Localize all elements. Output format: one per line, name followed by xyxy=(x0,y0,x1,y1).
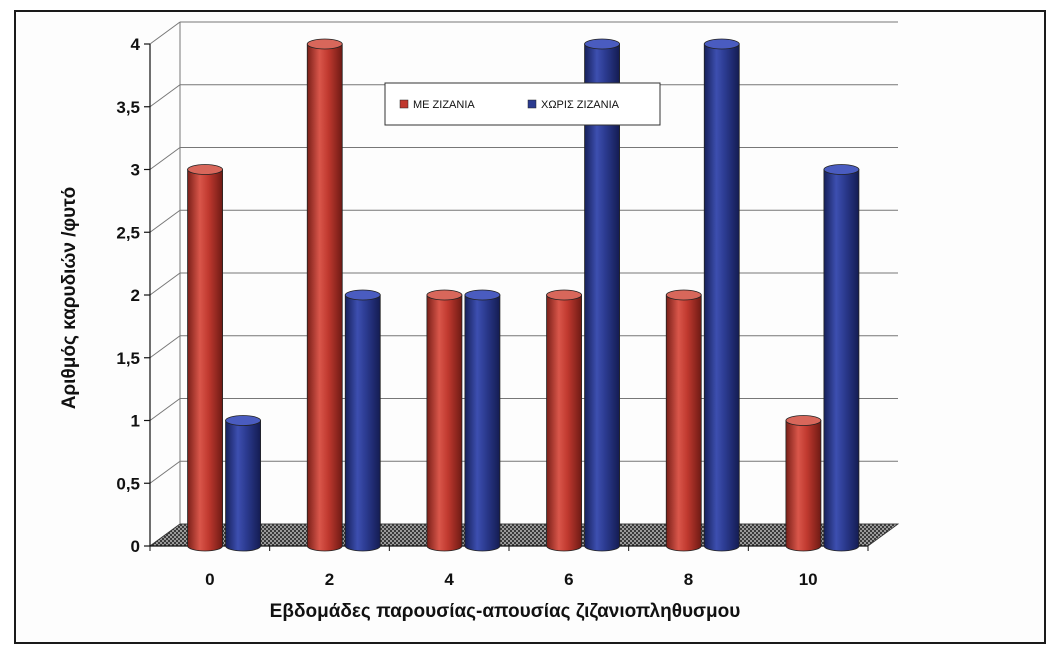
bar-top xyxy=(344,289,381,301)
bar-body xyxy=(546,294,582,552)
y-tick-label: 0,5 xyxy=(116,474,140,493)
bar-body xyxy=(344,294,381,552)
bar-with-weeds-8 xyxy=(665,289,702,552)
bar-body xyxy=(703,43,740,552)
x-tick-label: 2 xyxy=(325,570,334,589)
y-tick-label: 0 xyxy=(131,537,140,556)
bar-top xyxy=(464,289,501,301)
y-tick-label: 2 xyxy=(131,286,140,305)
y-tick-label: 3,5 xyxy=(116,98,140,117)
gridline-connector xyxy=(149,398,181,421)
bar-without-weeds-4 xyxy=(464,289,501,552)
legend-box xyxy=(384,82,661,126)
x-tick-label: 4 xyxy=(444,570,454,589)
bar-without-weeds-6 xyxy=(584,38,620,552)
bar-body xyxy=(426,294,463,552)
bar-body xyxy=(665,294,702,552)
bar-with-weeds-10 xyxy=(785,415,822,552)
bar-body xyxy=(785,420,822,552)
gridline-connector xyxy=(149,335,181,359)
bar-with-weeds-0 xyxy=(187,164,223,552)
bar-top xyxy=(785,415,822,426)
x-tick-label: 8 xyxy=(684,570,693,589)
bar-top xyxy=(546,289,582,301)
legend-label-with-weeds: ΜΕ ΖΙΖΑΝΙΑ xyxy=(413,99,475,111)
bar-top xyxy=(187,164,223,175)
x-tick-label: 0 xyxy=(205,570,214,589)
bar-top xyxy=(584,38,620,50)
bar-without-weeds-10 xyxy=(823,164,860,552)
legend-label-without-weeds: ΧΩΡΙΣ ΖΙΖΑΝΙΑ xyxy=(541,99,620,111)
y-tick-label: 1,5 xyxy=(116,349,140,368)
bar-body xyxy=(464,294,501,552)
gridline-connector xyxy=(149,84,181,108)
y-tick-label: 2,5 xyxy=(116,223,140,242)
gridline-connector xyxy=(149,147,181,170)
legend-swatch-without-weeds xyxy=(527,99,537,109)
bar-with-weeds-6 xyxy=(546,289,582,552)
bar-with-weeds-4 xyxy=(426,289,463,552)
bar-top xyxy=(306,38,343,50)
legend-swatch-with-weeds xyxy=(399,99,409,109)
y-tick-label: 4 xyxy=(131,35,141,54)
x-axis-title: Εβδομάδες παρουσίας-απουσίας ζιζανιοπληθ… xyxy=(270,601,741,622)
bar-without-weeds-8 xyxy=(703,38,740,552)
y-axis-title: Αριθμός καρυδιών /φυτό xyxy=(59,187,80,410)
bar-body xyxy=(584,43,620,552)
gridline-connector xyxy=(149,21,181,45)
x-tick-label: 6 xyxy=(564,570,573,589)
bar-body xyxy=(823,169,860,552)
bar-body xyxy=(306,43,343,552)
bar-top xyxy=(665,289,702,301)
bar-top xyxy=(703,38,740,50)
bar-top xyxy=(225,415,261,426)
bar-without-weeds-0 xyxy=(225,415,261,552)
y-tick-label: 1 xyxy=(131,412,140,431)
bar-body xyxy=(187,169,223,552)
y-tick-label: 3 xyxy=(131,161,140,180)
bar-top xyxy=(823,164,860,175)
bar-top xyxy=(426,289,463,301)
bar-body xyxy=(225,420,261,552)
bar-with-weeds-2 xyxy=(306,38,343,552)
gridline-connector xyxy=(149,272,181,296)
gridline-connector xyxy=(149,209,181,233)
legend: ΜΕ ΖΙΖΑΝΙΑ ΧΩΡΙΣ ΖΙΖΑΝΙΑ xyxy=(384,82,661,126)
gridline-connector xyxy=(149,460,181,484)
bar-without-weeds-2 xyxy=(344,289,381,552)
x-tick-label: 10 xyxy=(799,570,818,589)
